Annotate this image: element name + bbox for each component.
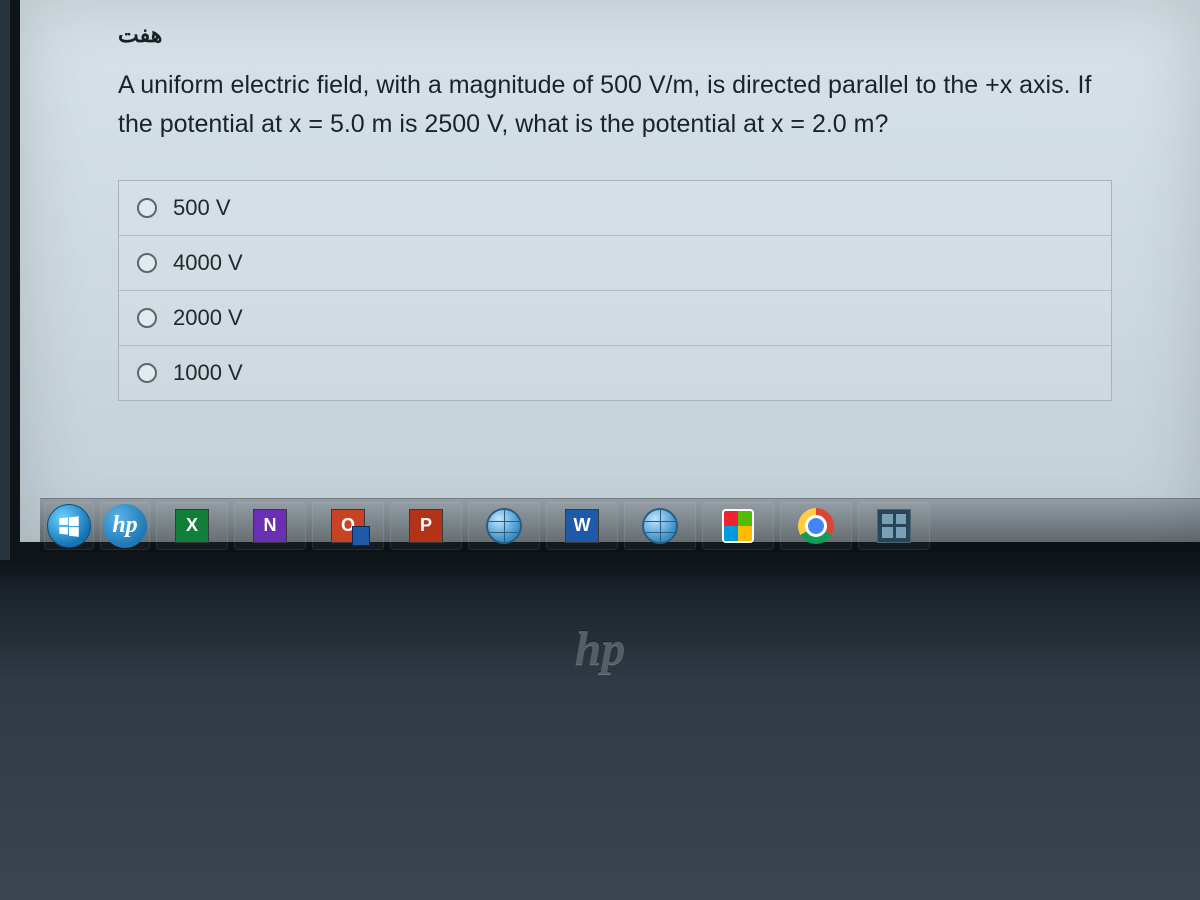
taskbar-security[interactable] xyxy=(702,502,774,550)
question-text: A uniform electric field, with a magnitu… xyxy=(118,66,1112,180)
windows-start-icon xyxy=(47,504,91,548)
hp-icon: hp xyxy=(103,504,147,548)
taskbar-browser-globe-2[interactable] xyxy=(624,502,696,550)
option-label: 4000 V xyxy=(173,250,243,276)
taskbar-hp-support[interactable]: hp xyxy=(100,502,150,550)
taskbar-excel[interactable]: X xyxy=(156,502,228,550)
option-4000v[interactable]: 4000 V xyxy=(119,236,1111,291)
outlook-icon: O xyxy=(331,509,365,543)
hp-deck-logo: hp xyxy=(560,608,640,688)
taskbar-app-grid[interactable] xyxy=(858,502,930,550)
option-label: 500 V xyxy=(173,195,231,221)
globe-icon xyxy=(486,508,522,544)
start-button[interactable] xyxy=(44,502,94,550)
chrome-icon xyxy=(798,508,834,544)
radio-icon[interactable] xyxy=(137,198,157,218)
option-2000v[interactable]: 2000 V xyxy=(119,291,1111,346)
option-label: 1000 V xyxy=(173,360,243,386)
excel-icon: X xyxy=(175,509,209,543)
onenote-icon: N xyxy=(253,509,287,543)
taskbar-onenote[interactable]: N xyxy=(234,502,306,550)
word-icon: W xyxy=(565,509,599,543)
quiz-card: هفت A uniform electric field, with a mag… xyxy=(90,0,1140,401)
globe-icon xyxy=(642,508,678,544)
option-1000v[interactable]: 1000 V xyxy=(119,346,1111,400)
taskbar-browser-globe-1[interactable] xyxy=(468,502,540,550)
taskbar: hp X N O P W xyxy=(40,498,1200,552)
option-500v[interactable]: 500 V xyxy=(119,181,1111,236)
shield-icon xyxy=(722,509,754,543)
taskbar-powerpoint[interactable]: P xyxy=(390,502,462,550)
options-group: 500 V 4000 V 2000 V 1000 V xyxy=(118,180,1112,401)
breadcrumb: هفت xyxy=(118,18,1112,66)
radio-icon[interactable] xyxy=(137,253,157,273)
screen-area: هفت A uniform electric field, with a mag… xyxy=(10,0,1200,560)
radio-icon[interactable] xyxy=(137,363,157,383)
taskbar-word[interactable]: W xyxy=(546,502,618,550)
taskbar-chrome[interactable] xyxy=(780,502,852,550)
laptop-deck: hp xyxy=(0,560,1200,900)
option-label: 2000 V xyxy=(173,305,243,331)
taskbar-outlook[interactable]: O xyxy=(312,502,384,550)
powerpoint-icon: P xyxy=(409,509,443,543)
radio-icon[interactable] xyxy=(137,308,157,328)
grid-app-icon xyxy=(877,509,911,543)
